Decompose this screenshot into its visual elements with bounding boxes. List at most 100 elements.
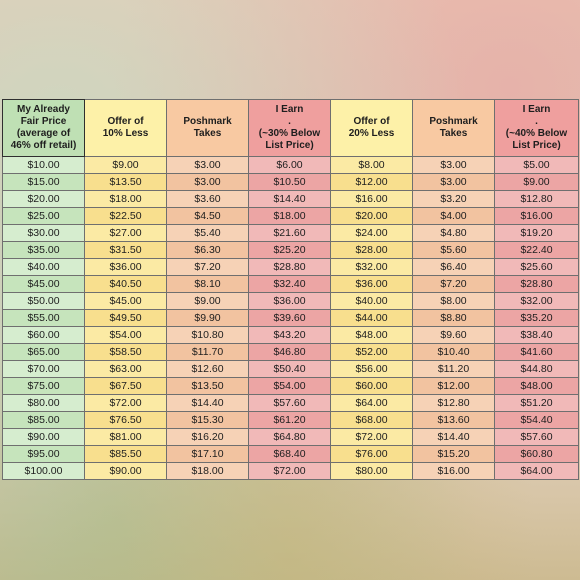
table-cell: $14.40 xyxy=(166,394,249,412)
table-cell: $90.00 xyxy=(2,428,85,446)
table-cell: $15.30 xyxy=(166,411,249,429)
table-cell: $54.00 xyxy=(84,326,167,344)
header-line: Poshmark xyxy=(429,116,478,127)
table-cell: $27.00 xyxy=(84,224,167,242)
table-cell: $64.00 xyxy=(494,462,579,480)
table-cell: $25.60 xyxy=(494,258,579,276)
table-cell: $32.40 xyxy=(248,275,331,293)
table-cell: $38.40 xyxy=(494,326,579,344)
table-cell: $80.00 xyxy=(2,394,85,412)
table-cell: $14.40 xyxy=(412,428,495,446)
header-line: . xyxy=(288,116,291,127)
table-cell: $9.00 xyxy=(84,156,167,174)
table-cell: $61.20 xyxy=(248,411,331,429)
table-cell: $85.50 xyxy=(84,445,167,463)
table-cell: $81.00 xyxy=(84,428,167,446)
table-cell: $30.00 xyxy=(2,224,85,242)
table-cell: $15.00 xyxy=(2,173,85,191)
table-cell: $76.50 xyxy=(84,411,167,429)
table-cell: $3.00 xyxy=(412,173,495,191)
table-cell: $10.40 xyxy=(412,343,495,361)
table-cell: $18.00 xyxy=(166,462,249,480)
table-cell: $95.00 xyxy=(2,445,85,463)
table-cell: $40.50 xyxy=(84,275,167,293)
table-row: $85.00 $76.50 $15.30 $61.20 $68.00 $13.60 $54.… xyxy=(2,411,579,429)
table-cell: $60.00 xyxy=(330,377,413,395)
table-cell: $7.20 xyxy=(412,275,495,293)
table-cell: $8.00 xyxy=(412,292,495,310)
table-cell: $32.00 xyxy=(330,258,413,276)
table-cell: $46.80 xyxy=(248,343,331,361)
table-cell: $22.40 xyxy=(494,241,579,259)
table-cell: $72.00 xyxy=(84,394,167,412)
table-cell: $36.00 xyxy=(248,292,331,310)
table-cell: $36.00 xyxy=(330,275,413,293)
header-line: (average of xyxy=(16,128,71,139)
table-cell: $7.20 xyxy=(166,258,249,276)
table-cell: $20.00 xyxy=(2,190,85,208)
table-cell: $20.00 xyxy=(330,207,413,225)
table-row: $95.00 $85.50 $17.10 $68.40 $76.00 $15.20 $60.… xyxy=(2,445,579,463)
table-cell: $3.60 xyxy=(166,190,249,208)
table-cell: $12.80 xyxy=(494,190,579,208)
table-cell: $56.00 xyxy=(330,360,413,378)
table-row: $20.00 $18.00 $3.60 $14.40 $16.00 $3.20 $12.80 xyxy=(2,190,579,208)
table-cell: $40.00 xyxy=(330,292,413,310)
table-cell: $44.80 xyxy=(494,360,579,378)
header-line: I Earn xyxy=(275,104,304,115)
table-cell: $24.00 xyxy=(330,224,413,242)
table-cell: $41.60 xyxy=(494,343,579,361)
table-cell: $68.00 xyxy=(330,411,413,429)
table-cell: $6.30 xyxy=(166,241,249,259)
header-line: . xyxy=(535,116,538,127)
table-row: $60.00 $54.00 $10.80 $43.20 $48.00 $9.60 $38.4… xyxy=(2,326,579,344)
table-cell: $4.50 xyxy=(166,207,249,225)
table-cell: $13.50 xyxy=(166,377,249,395)
table-cell: $31.50 xyxy=(84,241,167,259)
table-row: $65.00 $58.50 $11.70 $46.80 $52.00 $10.40 $41.… xyxy=(2,343,579,361)
table-cell: $48.00 xyxy=(330,326,413,344)
header-offer-20: Offer of 20% Less xyxy=(330,99,413,157)
table-cell: $4.00 xyxy=(412,207,495,225)
table-cell: $9.00 xyxy=(166,292,249,310)
table-cell: $13.50 xyxy=(84,173,167,191)
header-line: List Price) xyxy=(512,140,561,151)
table-cell: $57.60 xyxy=(248,394,331,412)
table-cell: $10.80 xyxy=(166,326,249,344)
table-cell: $10.00 xyxy=(2,156,85,174)
table-cell: $35.20 xyxy=(494,309,579,327)
table-cell: $54.00 xyxy=(248,377,331,395)
table-cell: $100.00 xyxy=(2,462,85,480)
table-cell: $16.00 xyxy=(494,207,579,225)
table-cell: $6.00 xyxy=(248,156,331,174)
header-line: Fair Price xyxy=(20,116,67,127)
table-row: $70.00 $63.00 $12.60 $50.40 $56.00 $11.20 $44.… xyxy=(2,360,579,378)
table-cell: $5.00 xyxy=(494,156,579,174)
header-line: I Earn xyxy=(522,104,551,115)
table-cell: $11.70 xyxy=(166,343,249,361)
table-cell: $18.00 xyxy=(248,207,331,225)
table-cell: $50.40 xyxy=(248,360,331,378)
table-cell: $8.10 xyxy=(166,275,249,293)
table-row: $55.00 $49.50 $9.90 $39.60 $44.00 $8.80 $35.20 xyxy=(2,309,579,327)
table-row: $75.00 $67.50 $13.50 $54.00 $60.00 $12.00 $48.… xyxy=(2,377,579,395)
table-row: $80.00 $72.00 $14.40 $57.60 $64.00 $12.80 $51.… xyxy=(2,394,579,412)
table-cell: $52.00 xyxy=(330,343,413,361)
table-cell: $6.40 xyxy=(412,258,495,276)
table-cell: $55.00 xyxy=(2,309,85,327)
header-line: 46% off retail) xyxy=(10,140,77,151)
table-cell: $25.20 xyxy=(248,241,331,259)
table-cell: $72.00 xyxy=(330,428,413,446)
table-cell: $3.20 xyxy=(412,190,495,208)
table-cell: $8.00 xyxy=(330,156,413,174)
table-row: $25.00 $22.50 $4.50 $18.00 $20.00 $4.00 $16.00 xyxy=(2,207,579,225)
header-line: Poshmark xyxy=(183,116,232,127)
header-line: (~30% Below xyxy=(258,128,321,139)
table-row: $100.00 $90.00 $18.00 $72.00 $80.00 $16.00 $64… xyxy=(2,462,579,480)
table-cell: $64.80 xyxy=(248,428,331,446)
table-cell: $85.00 xyxy=(2,411,85,429)
table-cell: $49.50 xyxy=(84,309,167,327)
table-cell: $76.00 xyxy=(330,445,413,463)
table-cell: $25.00 xyxy=(2,207,85,225)
table-cell: $60.80 xyxy=(494,445,579,463)
